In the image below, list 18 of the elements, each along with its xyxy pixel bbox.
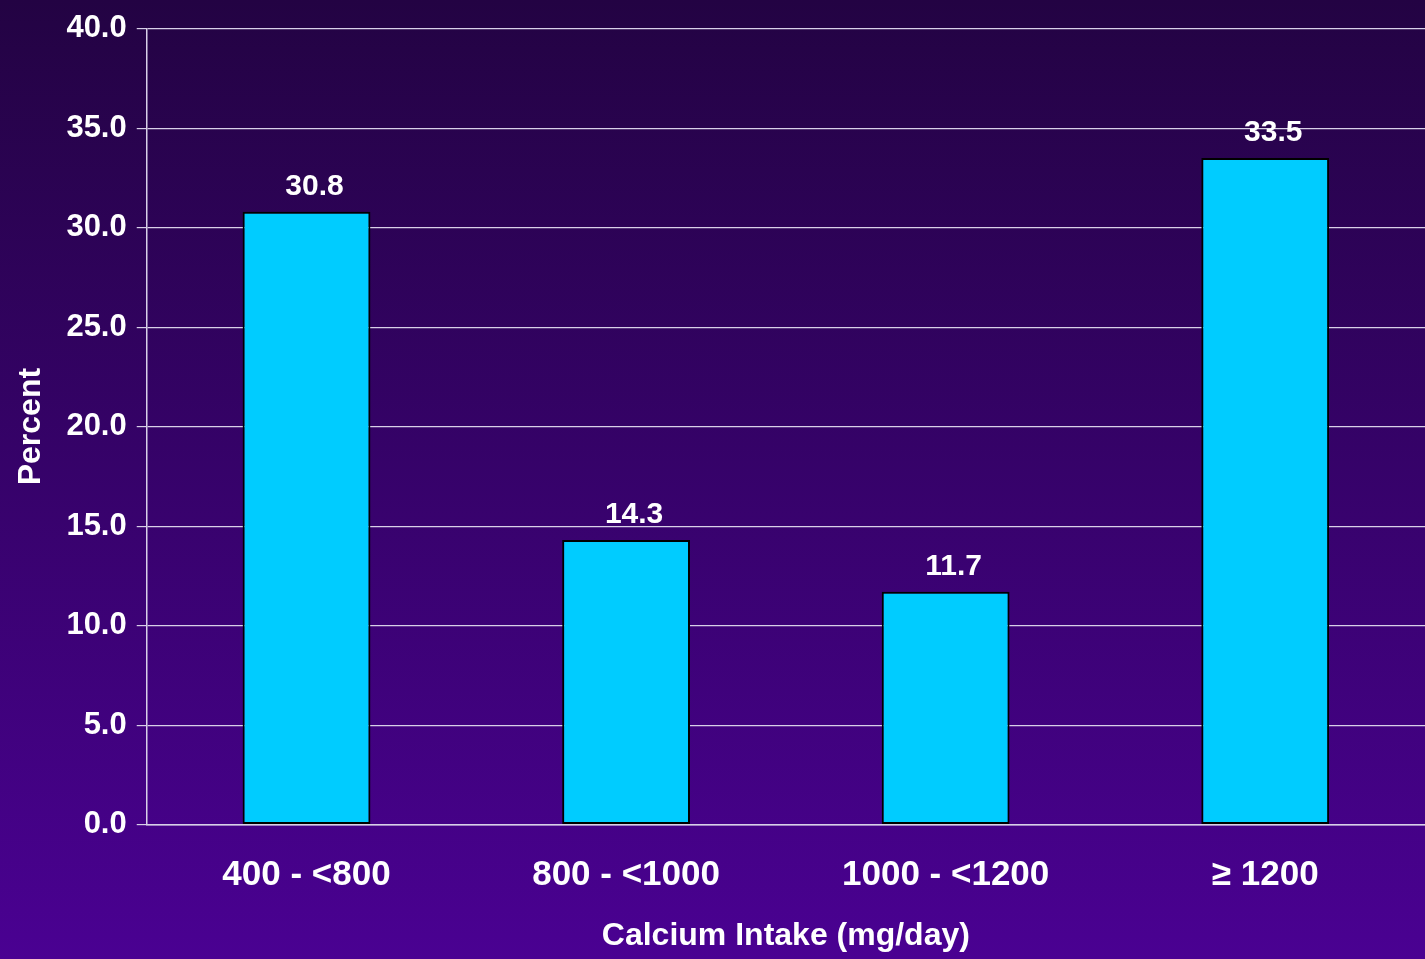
x-axis-title: Calcium Intake (mg/day)	[601, 915, 970, 952]
y-tick-label: 0.0	[83, 805, 127, 841]
data-label: 14.3	[604, 496, 664, 530]
y-tick-label: 35.0	[66, 108, 127, 144]
y-tick-label: 20.0	[66, 407, 127, 443]
y-tick-label: 5.0	[83, 705, 127, 741]
y-tick-label: 10.0	[66, 606, 127, 642]
y-tick-label: 30.0	[66, 208, 127, 244]
x-tick-label: 1000 - <1200	[842, 853, 1050, 893]
y-tick-label: 15.0	[66, 506, 127, 542]
data-label: 30.8	[285, 167, 344, 201]
x-tick-label: ≥ 1200	[1211, 853, 1319, 893]
y-tick-label: 40.0	[66, 9, 127, 45]
y-tick-label: 25.0	[66, 307, 127, 343]
x-tick-label: 400 - <800	[222, 853, 391, 893]
y-axis-title: Percent	[11, 367, 48, 486]
x-tick-label: 800 - <1000	[532, 853, 720, 893]
data-label: 11.7	[925, 548, 983, 582]
